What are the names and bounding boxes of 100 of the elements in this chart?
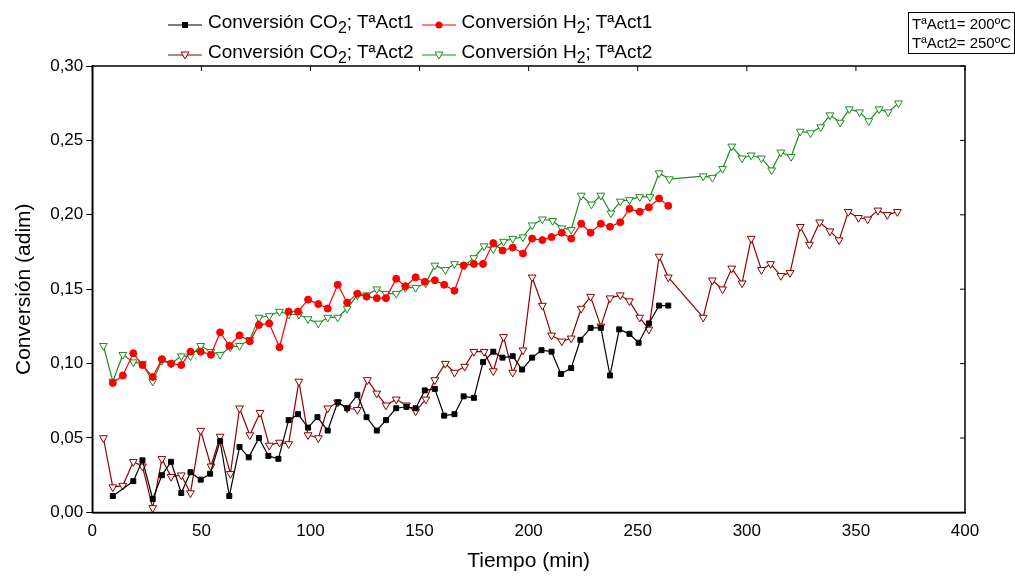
point: [489, 239, 498, 248]
point: [382, 417, 389, 424]
point: [626, 330, 633, 337]
point: [568, 365, 575, 372]
x-tick-label: 100: [296, 521, 325, 541]
point: [606, 222, 615, 231]
point: [616, 218, 625, 227]
point: [373, 427, 380, 434]
point: [217, 438, 224, 444]
legend-label: Conversión CO$_{2}$; TªAct1: [208, 10, 414, 38]
point: [557, 371, 564, 377]
point: [440, 280, 449, 289]
point: [655, 194, 664, 203]
point: [333, 280, 342, 289]
point: [245, 454, 252, 461]
point: [118, 371, 127, 380]
point: [148, 372, 157, 381]
point: [294, 307, 303, 316]
point: [547, 233, 556, 242]
y-tick-label: 0,05: [50, 427, 84, 447]
y-tick-label: 0,30: [50, 55, 84, 75]
point: [130, 478, 137, 485]
point: [411, 273, 420, 282]
point: [284, 307, 293, 316]
point: [635, 339, 642, 346]
point: [577, 219, 586, 228]
point: [625, 204, 634, 213]
point: [207, 470, 214, 477]
point: [324, 427, 331, 434]
point: [470, 394, 477, 401]
point: [381, 294, 390, 303]
point: [644, 203, 653, 212]
point: [450, 286, 459, 295]
y-tick-label: 0,00: [50, 502, 84, 522]
point: [519, 366, 526, 373]
x-tick-label: 300: [732, 521, 762, 541]
point: [236, 443, 243, 450]
point: [305, 424, 312, 431]
point: [509, 353, 516, 360]
point: [480, 359, 487, 366]
point: [354, 391, 361, 398]
point: [168, 458, 175, 465]
point: [197, 476, 204, 483]
point: [469, 259, 478, 268]
point: [372, 294, 381, 303]
point: [149, 496, 156, 502]
point: [528, 234, 537, 243]
point: [529, 354, 536, 361]
point: [129, 349, 138, 358]
point: [139, 457, 146, 464]
point: [275, 455, 282, 462]
y-tick-label: 0,20: [50, 204, 84, 224]
x-tick-label: 200: [514, 521, 543, 541]
point: [235, 331, 244, 340]
x-tick-label: 250: [623, 521, 652, 541]
point: [518, 249, 527, 258]
point: [499, 354, 506, 361]
point: [254, 320, 263, 329]
x-tick-label: 0: [87, 521, 98, 541]
y-axis-title: Conversión (adim): [11, 203, 35, 375]
x-axis-title: Tiempo (min): [467, 548, 591, 572]
point: [295, 411, 301, 418]
point: [323, 304, 332, 313]
point: [538, 236, 547, 245]
point: [577, 336, 584, 343]
point: [314, 414, 321, 421]
point: [226, 493, 233, 500]
x-tick-label: 50: [191, 521, 211, 541]
legend-label: Conversión H$_{2}$; TªAct1: [461, 10, 653, 38]
point: [158, 472, 165, 479]
point: [538, 347, 545, 354]
point: [460, 393, 467, 400]
point: [177, 361, 186, 370]
x-tick-label: 150: [405, 521, 434, 541]
point: [186, 347, 195, 356]
y-tick-label: 0,25: [50, 130, 84, 150]
point: [343, 298, 352, 307]
point: [265, 452, 272, 459]
point: [479, 259, 488, 268]
point: [304, 295, 313, 304]
y-tick-label: 0,15: [50, 278, 84, 298]
point: [109, 493, 116, 500]
point: [635, 207, 644, 216]
point: [275, 343, 284, 352]
point: [430, 276, 439, 285]
point: [587, 324, 594, 331]
point: [363, 414, 370, 421]
x-tick-label: 400: [950, 521, 980, 541]
point: [421, 387, 428, 394]
point: [586, 228, 595, 237]
x-tick-label: 350: [841, 521, 871, 541]
point: [393, 405, 400, 412]
point: [451, 411, 458, 418]
point: [431, 385, 438, 392]
legend-label: Conversión CO$_{2}$; TªAct2: [208, 39, 414, 68]
y-tick-label: 0,10: [50, 353, 84, 373]
point: [412, 405, 419, 412]
text: TªAct1= 200ºC: [912, 14, 1011, 33]
point: [567, 234, 576, 243]
point: [664, 201, 673, 210]
